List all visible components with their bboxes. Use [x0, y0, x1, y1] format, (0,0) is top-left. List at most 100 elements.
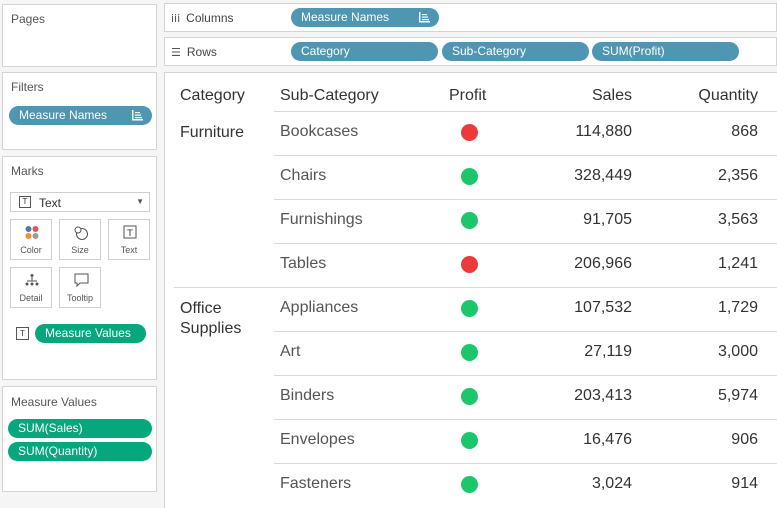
sales-value[interactable]: 107,532 [574, 299, 632, 316]
filter-list-icon [419, 12, 430, 23]
row-divider [274, 463, 777, 464]
tooltip-icon [74, 273, 89, 288]
detail-button-label: Detail [19, 293, 43, 303]
measure-values-panel: Measure Values [2, 386, 157, 492]
quantity-value[interactable]: 1,729 [717, 299, 758, 316]
sub-category-label[interactable]: Tables [280, 255, 327, 272]
sales-value[interactable]: 16,476 [583, 431, 632, 448]
profit-mark[interactable] [461, 344, 478, 361]
header-category[interactable]: Category [180, 87, 245, 104]
text-encoding-icon: T [16, 327, 29, 340]
color-icon [25, 226, 39, 239]
sales-value[interactable]: 203,413 [574, 387, 632, 404]
measure-pill-label: SUM(Quantity) [18, 444, 98, 458]
rows-label-text: Rows [186, 45, 217, 59]
svg-text:T: T [126, 229, 133, 239]
pages-panel-title: Pages [11, 12, 46, 26]
sub-category-label[interactable]: Art [280, 343, 301, 360]
profit-mark[interactable] [461, 124, 478, 141]
row-divider [274, 331, 777, 332]
row-divider [274, 243, 777, 244]
category-label[interactable]: Furniture [180, 124, 245, 141]
rows-pill-sub-category[interactable]: Sub-Category [442, 42, 589, 61]
profit-mark[interactable] [461, 256, 478, 273]
tooltip-button[interactable]: Tooltip [59, 267, 101, 308]
header-profit[interactable]: Profit [449, 87, 487, 104]
sub-category-label[interactable]: Envelopes [280, 431, 355, 448]
sub-category-label[interactable]: Bookcases [280, 123, 359, 140]
sales-value[interactable]: 206,966 [574, 255, 632, 272]
header-quantity[interactable]: Quantity [698, 87, 758, 104]
marks-pill-measure-values[interactable]: Measure Values [35, 324, 146, 343]
text-button[interactable]: T Text [108, 219, 150, 260]
profit-mark[interactable] [461, 432, 478, 449]
mark-type-label: Text [39, 196, 62, 210]
sales-value[interactable]: 328,449 [574, 167, 632, 184]
rows-shelf-label: ☰ Rows [171, 45, 217, 59]
sub-category-label[interactable]: Furnishings [280, 211, 363, 228]
quantity-value[interactable]: 906 [731, 431, 758, 448]
text-button-label: Text [120, 245, 138, 255]
rows-pill-label: Category [301, 44, 350, 58]
rows-pill-sum-profit[interactable]: SUM(Profit) [592, 42, 739, 61]
header-sub-category[interactable]: Sub-Category [280, 87, 379, 104]
detail-icon [25, 274, 39, 286]
quantity-value[interactable]: 3,000 [717, 343, 758, 360]
filter-pill-measure-names[interactable]: Measure Names [9, 106, 152, 125]
columns-shelf[interactable]: iii Columns [164, 3, 777, 32]
measure-pill-sum-sales[interactable]: SUM(Sales) [8, 419, 152, 438]
filter-list-icon [132, 110, 143, 121]
sales-value[interactable]: 91,705 [583, 211, 632, 228]
profit-mark[interactable] [461, 476, 478, 493]
quantity-value[interactable]: 914 [731, 475, 758, 492]
detail-button[interactable]: Detail [10, 267, 52, 308]
row-divider [274, 155, 777, 156]
sub-category-label[interactable]: Fasteners [280, 475, 352, 492]
quantity-value[interactable]: 5,974 [717, 387, 758, 404]
measure-values-panel-title: Measure Values [11, 395, 97, 409]
columns-shelf-label: iii Columns [171, 11, 234, 25]
viz-area: Category Sub-Category Profit Sales Quant… [164, 72, 777, 508]
text-mark-icon: T [19, 196, 31, 208]
profit-mark[interactable] [461, 212, 478, 229]
sales-value[interactable]: 27,119 [584, 343, 632, 360]
sub-category-label[interactable]: Binders [280, 387, 335, 404]
rows-pill-label: SUM(Profit) [602, 44, 665, 58]
rows-pill-label: Sub-Category [452, 44, 527, 58]
size-button-label: Size [71, 245, 89, 255]
row-divider [274, 199, 777, 200]
quantity-value[interactable]: 2,356 [717, 167, 758, 184]
mark-type-dropdown[interactable]: T Text ▼ [10, 192, 150, 212]
columns-pill-measure-names[interactable]: Measure Names [291, 8, 439, 27]
size-button[interactable]: Size [59, 219, 101, 260]
header-sales[interactable]: Sales [591, 87, 632, 104]
chevron-down-icon: ▼ [136, 197, 144, 206]
columns-pill-label: Measure Names [301, 10, 390, 24]
sales-value[interactable]: 114,880 [575, 123, 632, 140]
header-divider [274, 111, 777, 112]
row-divider [274, 375, 777, 376]
profit-mark[interactable] [461, 388, 478, 405]
category-label[interactable]: Office Supplies [180, 300, 242, 337]
sub-category-label[interactable]: Chairs [280, 167, 327, 184]
text-icon: T [123, 225, 137, 239]
quantity-value[interactable]: 3,563 [717, 211, 758, 228]
marks-pill-label: Measure Values [45, 326, 131, 340]
row-divider [274, 419, 777, 420]
sub-category-label[interactable]: Appliances [280, 299, 359, 316]
rows-pill-category[interactable]: Category [291, 42, 438, 61]
color-button-label: Color [20, 245, 42, 255]
filter-pill-label: Measure Names [19, 108, 108, 122]
measure-pill-sum-quantity[interactable]: SUM(Quantity) [8, 442, 152, 461]
marks-panel-title: Marks [11, 164, 44, 178]
profit-mark[interactable] [461, 168, 478, 185]
sales-value[interactable]: 3,024 [591, 475, 632, 492]
size-icon [74, 226, 88, 240]
quantity-value[interactable]: 868 [731, 123, 758, 140]
tooltip-button-label: Tooltip [66, 293, 93, 303]
columns-icon: iii [171, 11, 181, 25]
quantity-value[interactable]: 1,241 [717, 255, 758, 272]
profit-mark[interactable] [461, 300, 478, 317]
measure-pill-label: SUM(Sales) [18, 421, 83, 435]
color-button[interactable]: Color [10, 219, 52, 260]
